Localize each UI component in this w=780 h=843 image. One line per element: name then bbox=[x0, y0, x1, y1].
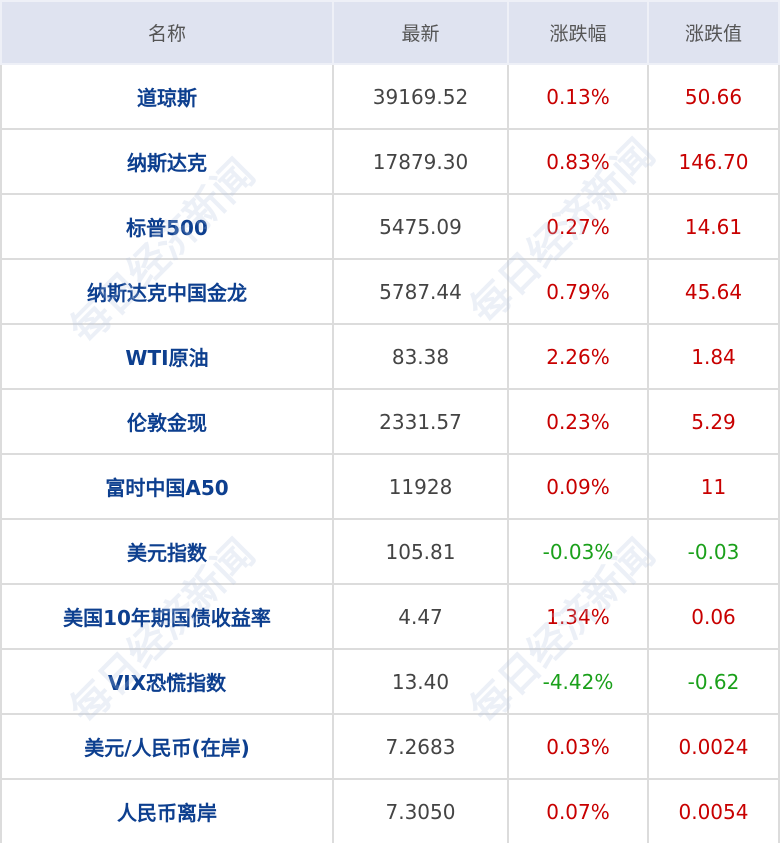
quote-change-value: 0.06 bbox=[647, 583, 780, 650]
quote-latest: 7.2683 bbox=[332, 713, 509, 780]
quote-change-value: 5.29 bbox=[647, 388, 780, 455]
table-row: 美元/人民币(在岸) 7.2683 0.03% 0.0024 bbox=[0, 713, 780, 780]
table-row: 纳斯达克中国金龙 5787.44 0.79% 45.64 bbox=[0, 258, 780, 325]
quote-latest: 105.81 bbox=[332, 518, 509, 585]
quote-change-percent: 0.07% bbox=[507, 778, 649, 843]
quote-latest: 39169.52 bbox=[332, 63, 509, 130]
quote-latest: 5787.44 bbox=[332, 258, 509, 325]
quote-name: 标普500 bbox=[0, 193, 334, 260]
quote-change-percent: -0.03% bbox=[507, 518, 649, 585]
quote-latest: 4.47 bbox=[332, 583, 509, 650]
quote-name: 美元指数 bbox=[0, 518, 334, 585]
quote-latest: 2331.57 bbox=[332, 388, 509, 455]
quote-name: 人民币离岸 bbox=[0, 778, 334, 843]
table-row: 伦敦金现 2331.57 0.23% 5.29 bbox=[0, 388, 780, 455]
table-row: 美国10年期国债收益率 4.47 1.34% 0.06 bbox=[0, 583, 780, 650]
quote-latest: 5475.09 bbox=[332, 193, 509, 260]
quote-change-value: 11 bbox=[647, 453, 780, 520]
table-row: 美元指数 105.81 -0.03% -0.03 bbox=[0, 518, 780, 585]
quote-name: WTI原油 bbox=[0, 323, 334, 390]
header-change-value: 涨跌值 bbox=[647, 0, 780, 65]
quote-latest: 11928 bbox=[332, 453, 509, 520]
quote-latest: 7.3050 bbox=[332, 778, 509, 843]
quote-change-value: 50.66 bbox=[647, 63, 780, 130]
quote-name: VIX恐慌指数 bbox=[0, 648, 334, 715]
header-change-percent: 涨跌幅 bbox=[507, 0, 649, 65]
quote-change-value: 0.0024 bbox=[647, 713, 780, 780]
table-row: 富时中国A50 11928 0.09% 11 bbox=[0, 453, 780, 520]
table-row: 人民币离岸 7.3050 0.07% 0.0054 bbox=[0, 778, 780, 843]
quote-change-percent: 1.34% bbox=[507, 583, 649, 650]
quote-change-value: 1.84 bbox=[647, 323, 780, 390]
quote-name: 道琼斯 bbox=[0, 63, 334, 130]
quote-change-percent: 0.83% bbox=[507, 128, 649, 195]
quote-latest: 83.38 bbox=[332, 323, 509, 390]
quote-name: 纳斯达克中国金龙 bbox=[0, 258, 334, 325]
table-row: 道琼斯 39169.52 0.13% 50.66 bbox=[0, 63, 780, 130]
quote-name: 美国10年期国债收益率 bbox=[0, 583, 334, 650]
quote-change-percent: 0.13% bbox=[507, 63, 649, 130]
quote-change-percent: 2.26% bbox=[507, 323, 649, 390]
quote-change-percent: 0.03% bbox=[507, 713, 649, 780]
quote-name: 美元/人民币(在岸) bbox=[0, 713, 334, 780]
quote-name: 纳斯达克 bbox=[0, 128, 334, 195]
quote-change-value: -0.62 bbox=[647, 648, 780, 715]
table-row: 标普500 5475.09 0.27% 14.61 bbox=[0, 193, 780, 260]
table-header-row: 名称 最新 涨跌幅 涨跌值 bbox=[0, 0, 780, 65]
table-row: 纳斯达克 17879.30 0.83% 146.70 bbox=[0, 128, 780, 195]
quote-change-value: -0.03 bbox=[647, 518, 780, 585]
quote-name: 富时中国A50 bbox=[0, 453, 334, 520]
table-row: VIX恐慌指数 13.40 -4.42% -0.62 bbox=[0, 648, 780, 715]
quote-latest: 17879.30 bbox=[332, 128, 509, 195]
quote-change-value: 146.70 bbox=[647, 128, 780, 195]
quote-change-percent: 0.23% bbox=[507, 388, 649, 455]
quote-change-percent: -4.42% bbox=[507, 648, 649, 715]
quote-change-percent: 0.09% bbox=[507, 453, 649, 520]
quote-change-value: 14.61 bbox=[647, 193, 780, 260]
quote-change-percent: 0.79% bbox=[507, 258, 649, 325]
quote-name: 伦敦金现 bbox=[0, 388, 334, 455]
header-latest: 最新 bbox=[332, 0, 509, 65]
table-row: WTI原油 83.38 2.26% 1.84 bbox=[0, 323, 780, 390]
quote-latest: 13.40 bbox=[332, 648, 509, 715]
header-name: 名称 bbox=[0, 0, 334, 65]
quote-change-value: 0.0054 bbox=[647, 778, 780, 843]
quote-change-value: 45.64 bbox=[647, 258, 780, 325]
quote-change-percent: 0.27% bbox=[507, 193, 649, 260]
